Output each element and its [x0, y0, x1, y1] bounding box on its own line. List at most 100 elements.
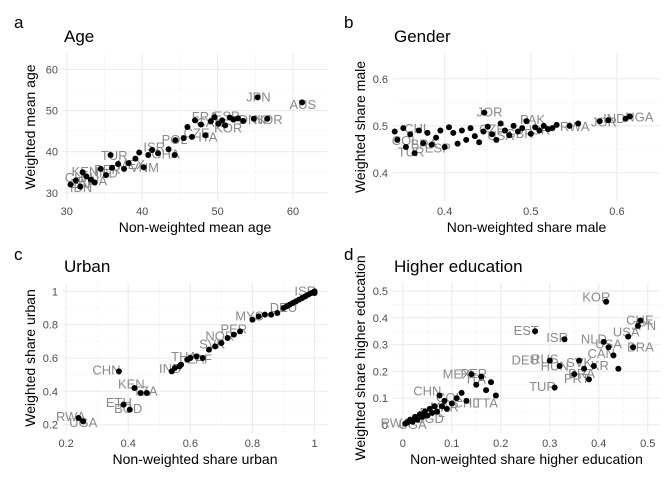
panel-letter: c — [14, 245, 23, 264]
data-point — [207, 118, 214, 125]
point-label: MEX — [443, 367, 472, 382]
data-point — [523, 118, 530, 125]
points — [75, 288, 318, 425]
data-point — [255, 313, 262, 320]
data-point — [407, 131, 414, 138]
data-point — [132, 155, 139, 162]
data-point — [79, 169, 86, 176]
data-point — [437, 127, 444, 134]
data-point — [121, 165, 128, 172]
data-point — [394, 136, 401, 143]
data-point — [187, 355, 194, 361]
y-tick-label: 50 — [46, 106, 58, 118]
data-point — [506, 132, 513, 139]
panel-title: Age — [64, 27, 94, 46]
y-tick-label: 0.5 — [373, 121, 388, 133]
panel-b: 0.4 0.5 0.6 0.4 0.5 0.6 b Gender Non-weighted sh… — [344, 13, 660, 235]
x-tick-label: 0.5 — [523, 206, 538, 218]
data-point — [487, 379, 494, 386]
y-axis-title: Weighted share higher education — [352, 255, 368, 460]
data-point — [192, 117, 198, 124]
data-point — [149, 147, 156, 154]
data-point — [561, 336, 568, 343]
point-label: JOR — [591, 115, 617, 130]
x-tick-label: 0.2 — [58, 438, 73, 450]
data-point — [600, 338, 607, 345]
data-point — [109, 164, 116, 171]
data-point — [249, 316, 256, 323]
data-point — [510, 122, 517, 129]
data-point — [420, 140, 427, 147]
data-point — [428, 141, 435, 148]
data-point — [630, 344, 637, 351]
x-tick-label: 0.6 — [183, 438, 198, 450]
data-point — [193, 353, 200, 360]
x-tick-label: 0.4 — [591, 438, 606, 450]
data-point — [143, 390, 150, 396]
data-point — [125, 160, 132, 167]
data-point — [234, 115, 241, 122]
y-tick-label: 0.4 — [373, 313, 388, 325]
points — [391, 109, 633, 157]
data-point — [414, 416, 421, 423]
point-label: SVK — [199, 337, 225, 352]
data-point — [445, 124, 452, 131]
data-point — [566, 122, 573, 129]
y-axis-title: Weighted mean age — [22, 64, 38, 189]
data-point — [205, 346, 212, 353]
point-label: RWA — [381, 416, 411, 431]
data-point — [137, 390, 144, 396]
data-point — [590, 363, 597, 370]
data-point — [80, 418, 87, 425]
data-point — [443, 405, 450, 412]
data-point — [180, 135, 187, 142]
data-point — [400, 125, 407, 132]
data-point — [212, 343, 219, 350]
point-label: PER — [94, 162, 121, 177]
data-point — [131, 385, 138, 391]
y-tick-label: 0.3 — [373, 340, 388, 352]
point-label: EST — [514, 323, 539, 338]
data-point — [453, 395, 460, 402]
y-axis-title: Weighted share male — [352, 61, 368, 193]
data-point — [514, 128, 521, 135]
x-tick-label: 0.2 — [493, 438, 508, 450]
data-point — [240, 117, 247, 124]
data-point — [575, 120, 582, 127]
data-point — [155, 150, 162, 157]
point-labels: KORCHEJPNUSABRAESTISRNLDUSACANDEURUSHUNS… — [381, 290, 656, 432]
data-point — [603, 298, 610, 305]
data-point — [311, 290, 318, 296]
data-point — [476, 139, 483, 146]
point-label: MYS — [235, 308, 264, 323]
data-point — [171, 151, 178, 158]
y-tick-label: 1 — [52, 286, 58, 298]
grid — [393, 283, 660, 433]
data-point — [431, 403, 438, 410]
y-tick-label: 0.4 — [43, 386, 58, 398]
data-point — [424, 412, 431, 419]
x-tick-label: 50 — [212, 206, 224, 218]
data-point — [274, 310, 281, 316]
data-point — [576, 357, 583, 364]
data-point — [536, 127, 543, 134]
data-point — [497, 120, 504, 127]
data-point — [634, 322, 641, 329]
data-point — [224, 335, 231, 341]
data-point — [458, 127, 465, 134]
data-point — [107, 151, 114, 158]
data-point — [198, 121, 205, 128]
data-point — [254, 94, 261, 101]
data-point — [77, 183, 84, 190]
data-point — [436, 392, 443, 399]
data-point — [463, 136, 470, 143]
data-point — [230, 331, 237, 338]
panel-letter: b — [344, 13, 353, 32]
data-point — [532, 328, 539, 335]
point-label: TUR — [529, 379, 556, 394]
data-point — [473, 381, 480, 388]
data-point — [610, 352, 617, 359]
data-point — [409, 418, 416, 425]
data-point — [581, 365, 588, 372]
